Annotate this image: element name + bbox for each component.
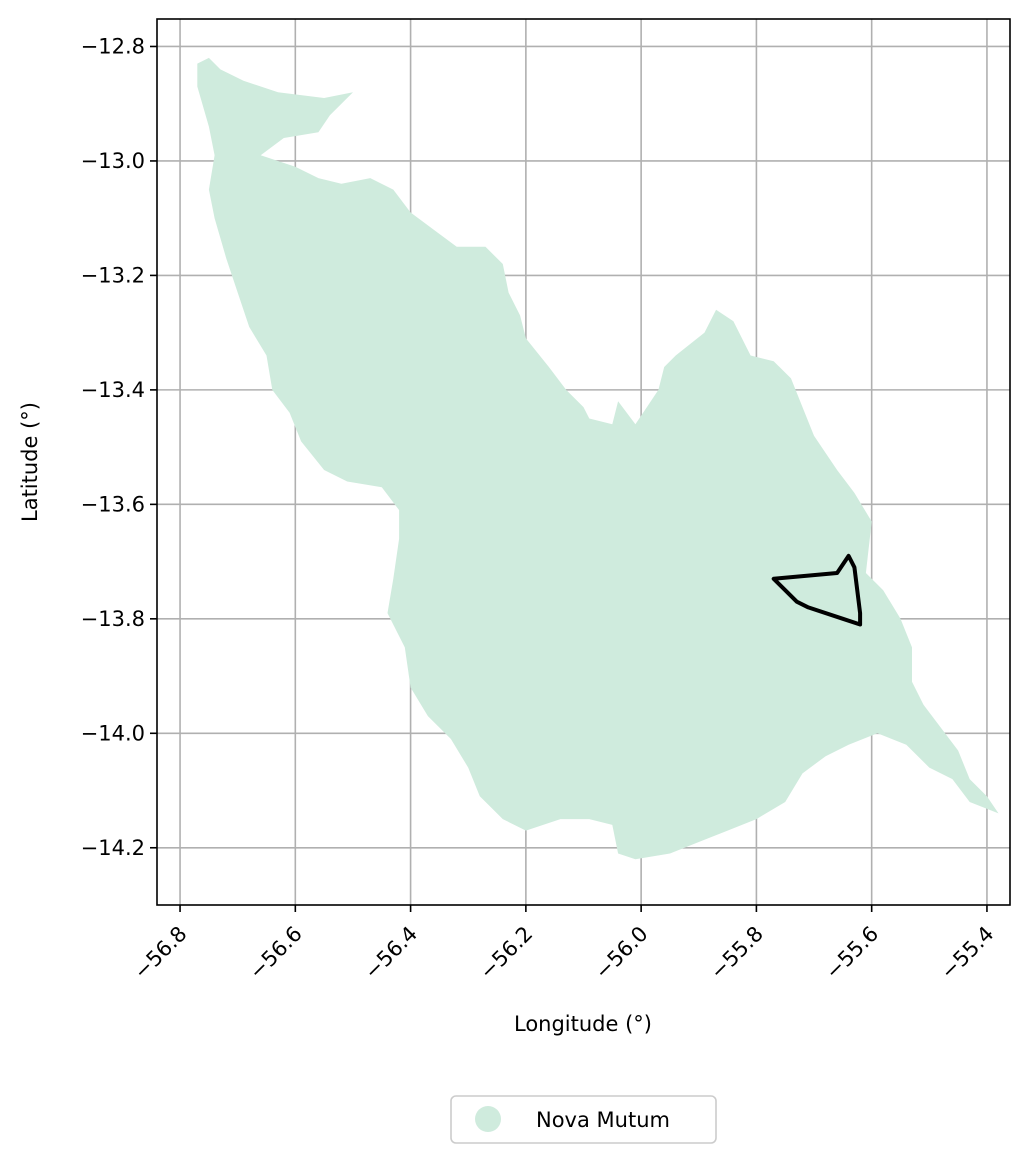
x-axis-ticks: −56.8 −56.6 −56.4 −56.2 −56.0 −55.8 −55.6 −55.4 [129,905,998,984]
y-tick-label-1: −13.0 [81,149,145,173]
x-tick-label-3: −56.2 [475,922,537,984]
x-tick-label-0: −56.8 [129,922,191,984]
legend-box [450,1095,717,1144]
y-axis-title: Latitude (°) [18,402,42,522]
legend-marker [475,1106,501,1132]
x-tick-label-1: −56.6 [244,922,306,984]
plot-frame [156,18,1011,906]
y-tick-label-0: −12.8 [81,34,145,58]
y-tick-label-3: −13.4 [81,378,145,402]
legend-label: Nova Mutum [536,1108,670,1132]
x-axis-title: Longitude (°) [514,1012,652,1036]
y-axis-ticks: −12.8 −13.0 −13.2 −13.4 −13.6 −13.8 −14.0 −14.2 [81,34,157,860]
y-tick-label-7: −14.2 [81,836,145,860]
x-tick-label-6: −55.6 [821,922,883,984]
y-tick-label-2: −13.2 [81,263,145,287]
y-tick-label-4: −13.6 [81,492,145,516]
y-tick-label-6: −14.0 [81,721,145,745]
x-tick-label-7: −55.4 [936,922,998,984]
x-tick-label-2: −56.4 [360,922,422,984]
legend: Nova Mutum [450,1095,717,1144]
study-area-outline [771,553,863,627]
y-tick-label-5: −13.8 [81,607,145,631]
nova-mutum-region [197,57,999,860]
x-tick-label-5: −55.8 [705,922,767,984]
x-tick-label-4: −56.0 [590,922,652,984]
